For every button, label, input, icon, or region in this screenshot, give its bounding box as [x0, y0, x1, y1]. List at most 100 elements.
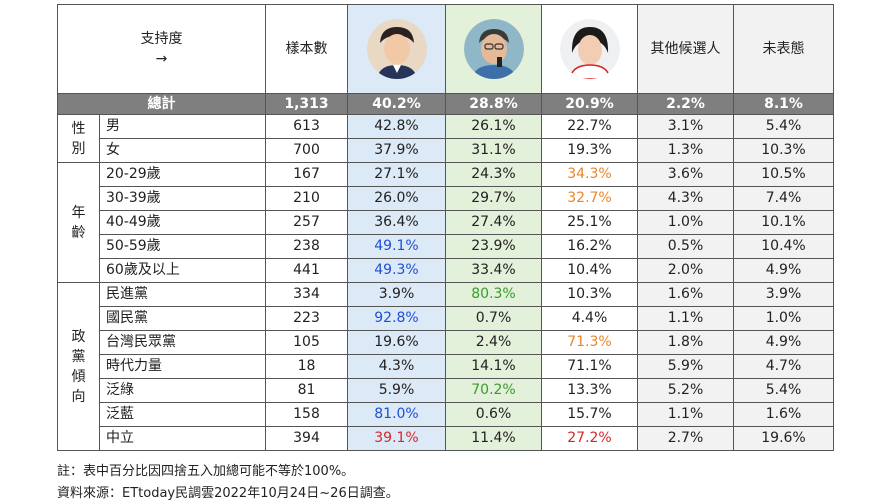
value-cell: 1.6%	[637, 282, 734, 307]
table-row: 性 別男 613 42.8% 26.1% 22.7% 3.1% 5.4%	[57, 114, 834, 163]
value-cell: 3.6%	[637, 162, 734, 187]
sample-cell: 105	[265, 330, 348, 355]
group-label: 政 黨 傾 向	[57, 282, 100, 451]
value-cell: 5.4%	[733, 114, 834, 139]
sample-cell: 700	[265, 138, 348, 163]
candidate-2-photo-icon	[463, 19, 524, 79]
footnote: 註：表中百分比因四捨五入加總可能不等於100%。	[57, 464, 355, 479]
value-cell: 2.7%	[637, 426, 734, 451]
sample-cell: 167	[265, 162, 348, 187]
sample-size-header: 樣本數	[265, 4, 348, 94]
poll-table-container: 支持度 → 樣本數	[57, 4, 834, 451]
sample-cell: 158	[265, 402, 348, 427]
row-label: 40-49歲	[99, 210, 266, 235]
row-label: 20-29歲	[99, 162, 266, 187]
total-cell: 28.8%	[445, 93, 542, 115]
value-cell: 10.3%	[733, 138, 834, 163]
value-cell: 3.9%	[733, 282, 834, 307]
value-cell: 7.4%	[733, 186, 834, 211]
table-row: 60歲及以上 441 49.3% 33.4% 10.4% 2.0% 4.9%	[58, 258, 834, 283]
table-row: 泛藍 158 81.0% 0.6% 15.7% 1.1% 1.6%	[58, 402, 834, 427]
value-cell: 1.6%	[733, 402, 834, 427]
value-cell: 2.0%	[637, 258, 734, 283]
value-cell: 71.1%	[541, 354, 638, 379]
value-cell: 16.2%	[541, 234, 638, 259]
value-cell: 1.3%	[637, 138, 734, 163]
table-row: 30-39歲 210 26.0% 29.7% 32.7% 4.3% 7.4%	[58, 186, 834, 211]
value-cell: 3.1%	[637, 114, 734, 139]
value-cell: 25.1%	[541, 210, 638, 235]
value-cell: 34.3%	[541, 162, 638, 187]
row-label: 50-59歲	[99, 234, 266, 259]
value-cell: 10.3%	[541, 282, 638, 307]
group-label: 性 別	[57, 114, 100, 163]
table-row: 50-59歲 238 49.1% 23.9% 16.2% 0.5% 10.4%	[58, 234, 834, 259]
value-cell: 26.0%	[347, 186, 446, 211]
sample-cell: 257	[265, 210, 348, 235]
candidate-2-header	[445, 4, 542, 94]
table-row: 時代力量 18 4.3% 14.1% 71.1% 5.9% 4.7%	[58, 354, 834, 379]
others-header: 其他候選人	[637, 4, 734, 94]
value-cell: 5.9%	[347, 378, 446, 403]
value-cell: 10.4%	[733, 234, 834, 259]
value-cell: 4.3%	[347, 354, 446, 379]
value-cell: 31.1%	[445, 138, 542, 163]
value-cell: 36.4%	[347, 210, 446, 235]
value-cell: 13.3%	[541, 378, 638, 403]
value-cell: 80.3%	[445, 282, 542, 307]
value-cell: 81.0%	[347, 402, 446, 427]
value-cell: 23.9%	[445, 234, 542, 259]
value-cell: 29.7%	[445, 186, 542, 211]
table-row: 台灣民眾黨 105 19.6% 2.4% 71.3% 1.8% 4.9%	[58, 330, 834, 355]
total-cell: 20.9%	[541, 93, 638, 115]
row-label: 台灣民眾黨	[99, 330, 266, 355]
total-cell: 8.1%	[733, 93, 834, 115]
value-cell: 10.4%	[541, 258, 638, 283]
candidate-3-header	[541, 4, 638, 94]
value-cell: 4.7%	[733, 354, 834, 379]
row-label: 60歲及以上	[99, 258, 266, 283]
value-cell: 49.1%	[347, 234, 446, 259]
arrow-icon: →	[155, 51, 168, 67]
sample-cell: 223	[265, 306, 348, 331]
total-row: 總計 1,313 40.2% 28.8% 20.9% 2.2% 8.1%	[57, 93, 834, 115]
value-cell: 5.2%	[637, 378, 734, 403]
value-cell: 26.1%	[445, 114, 542, 139]
value-cell: 22.7%	[541, 114, 638, 139]
value-cell: 4.3%	[637, 186, 734, 211]
value-cell: 19.6%	[347, 330, 446, 355]
value-cell: 4.4%	[541, 306, 638, 331]
value-cell: 1.1%	[637, 306, 734, 331]
table-row: 40-49歲 257 36.4% 27.4% 25.1% 1.0% 10.1%	[58, 210, 834, 235]
value-cell: 24.3%	[445, 162, 542, 187]
table-row: 中立 394 39.1% 11.4% 27.2% 2.7% 19.6%	[58, 426, 834, 451]
total-label: 總計	[57, 93, 266, 115]
table-row: 女 700 37.9% 31.1% 19.3% 1.3% 10.3%	[58, 138, 834, 163]
value-cell: 49.3%	[347, 258, 446, 283]
row-label: 民進黨	[99, 282, 266, 307]
sample-cell: 81	[265, 378, 348, 403]
row-label: 國民黨	[99, 306, 266, 331]
value-cell: 27.1%	[347, 162, 446, 187]
value-cell: 3.9%	[347, 282, 446, 307]
value-cell: 11.4%	[445, 426, 542, 451]
value-cell: 0.5%	[637, 234, 734, 259]
value-cell: 27.2%	[541, 426, 638, 451]
table-row: 國民黨 223 92.8% 0.7% 4.4% 1.1% 1.0%	[58, 306, 834, 331]
sample-cell: 394	[265, 426, 348, 451]
sample-cell: 334	[265, 282, 348, 307]
value-cell: 5.4%	[733, 378, 834, 403]
value-cell: 92.8%	[347, 306, 446, 331]
value-cell: 0.6%	[445, 402, 542, 427]
row-label: 中立	[99, 426, 266, 451]
value-cell: 1.0%	[733, 306, 834, 331]
source-note: 資料來源：ETtoday民調雲2022年10月24日~26日調查。	[57, 486, 399, 501]
row-label: 男	[99, 114, 266, 139]
value-cell: 2.4%	[445, 330, 542, 355]
value-cell: 33.4%	[445, 258, 542, 283]
value-cell: 1.8%	[637, 330, 734, 355]
value-cell: 19.6%	[733, 426, 834, 451]
value-cell: 27.4%	[445, 210, 542, 235]
value-cell: 15.7%	[541, 402, 638, 427]
header-row: 支持度 → 樣本數	[57, 4, 834, 94]
